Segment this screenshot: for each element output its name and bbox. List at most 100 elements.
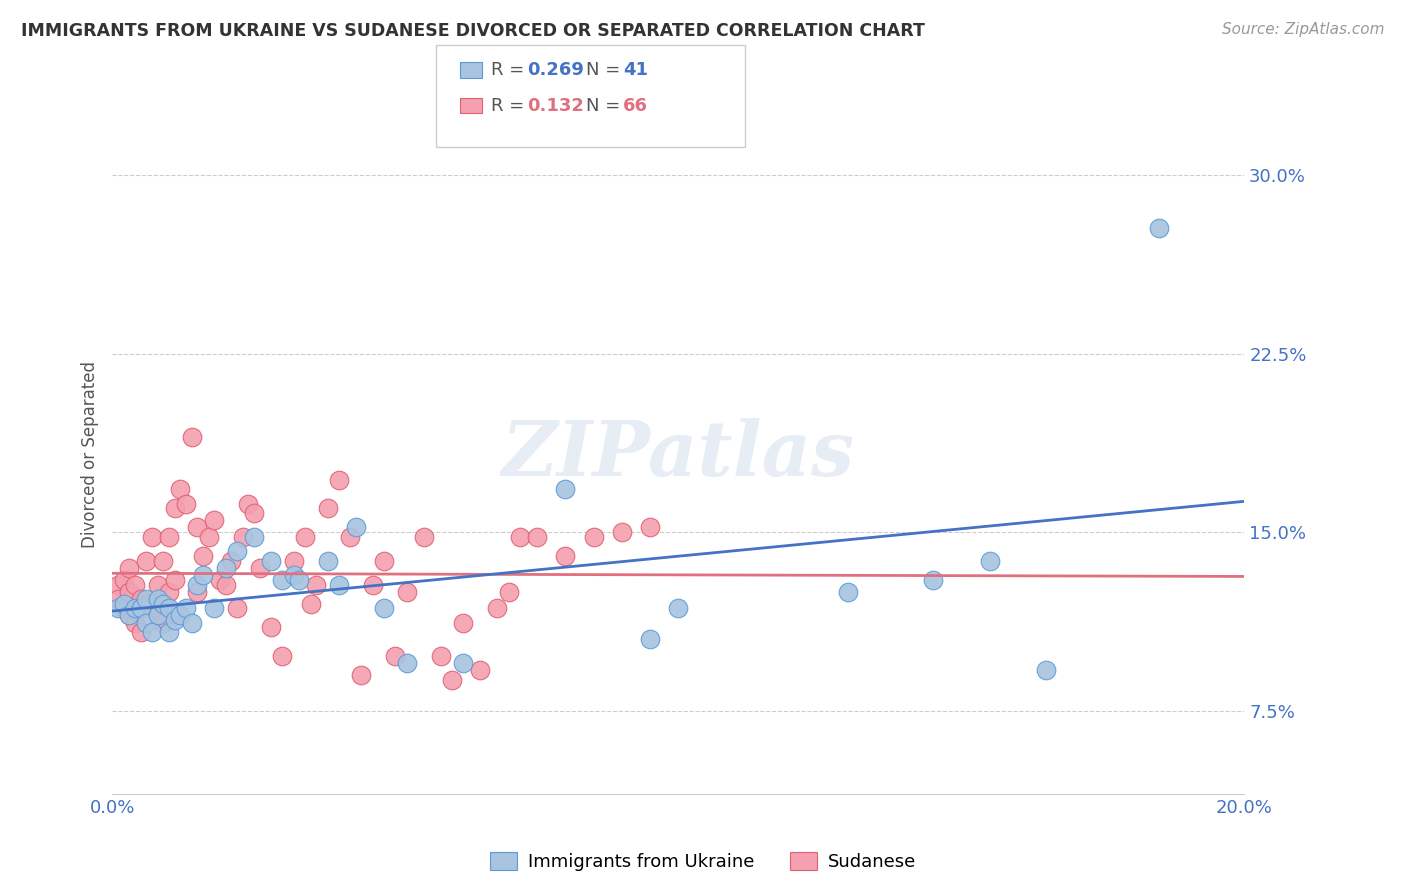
Point — [498, 584, 520, 599]
Point — [328, 473, 350, 487]
Point — [152, 554, 174, 568]
Point — [554, 549, 576, 563]
Point — [112, 573, 135, 587]
Point — [395, 584, 418, 599]
Point — [141, 601, 163, 615]
Point — [157, 625, 180, 640]
Text: 0.269: 0.269 — [527, 62, 583, 79]
Point — [191, 568, 214, 582]
Point — [208, 573, 231, 587]
Point — [202, 513, 225, 527]
Point — [271, 573, 294, 587]
Point — [118, 584, 141, 599]
Point — [112, 597, 135, 611]
Point — [384, 648, 406, 663]
Point — [232, 530, 254, 544]
Point — [238, 497, 260, 511]
Y-axis label: Divorced or Separated: Divorced or Separated — [80, 361, 98, 549]
Point — [163, 573, 186, 587]
Point — [174, 601, 197, 615]
Point — [243, 506, 266, 520]
Point — [344, 520, 367, 534]
Point — [186, 520, 208, 534]
Point — [294, 530, 316, 544]
Point — [135, 554, 157, 568]
Point — [129, 625, 152, 640]
Point — [395, 656, 418, 670]
Point — [221, 554, 243, 568]
Point — [260, 554, 283, 568]
Point — [124, 601, 146, 615]
Point — [152, 615, 174, 630]
Text: N =: N = — [586, 97, 626, 115]
Point — [453, 615, 475, 630]
Point — [107, 591, 129, 606]
Point — [157, 601, 180, 615]
Point — [361, 577, 384, 591]
Text: 41: 41 — [623, 62, 648, 79]
Point — [197, 530, 219, 544]
Point — [610, 525, 633, 540]
Point — [226, 544, 249, 558]
Point — [373, 554, 395, 568]
Point — [283, 568, 305, 582]
Point — [174, 497, 197, 511]
Point — [453, 656, 475, 670]
Point — [1035, 663, 1057, 677]
Point — [214, 561, 236, 575]
Point — [283, 554, 305, 568]
Point — [141, 530, 163, 544]
Point — [157, 530, 180, 544]
Text: R =: R = — [491, 97, 530, 115]
Point — [163, 613, 186, 627]
Point — [429, 648, 451, 663]
Point — [135, 615, 157, 630]
Point — [129, 591, 152, 606]
Point — [169, 608, 191, 623]
Point — [146, 608, 169, 623]
Text: N =: N = — [586, 62, 626, 79]
Point — [526, 530, 548, 544]
Point — [582, 530, 605, 544]
Point — [373, 601, 395, 615]
Point — [638, 632, 661, 647]
Point — [1149, 220, 1171, 235]
Point — [328, 577, 350, 591]
Point — [107, 601, 129, 615]
Point — [124, 615, 146, 630]
Point — [169, 483, 191, 497]
Point — [339, 530, 361, 544]
Text: R =: R = — [491, 62, 530, 79]
Point — [979, 554, 1001, 568]
Text: 66: 66 — [623, 97, 648, 115]
Point — [260, 620, 283, 634]
Point — [180, 430, 202, 444]
Point — [180, 615, 202, 630]
Point — [118, 608, 141, 623]
Point — [316, 501, 339, 516]
Point — [243, 530, 266, 544]
Point — [135, 597, 157, 611]
Text: Source: ZipAtlas.com: Source: ZipAtlas.com — [1222, 22, 1385, 37]
Point — [922, 573, 945, 587]
Point — [146, 577, 169, 591]
Point — [214, 577, 236, 591]
Text: IMMIGRANTS FROM UKRAINE VS SUDANESE DIVORCED OR SEPARATED CORRELATION CHART: IMMIGRANTS FROM UKRAINE VS SUDANESE DIVO… — [21, 22, 925, 40]
Point — [412, 530, 434, 544]
Point — [288, 573, 311, 587]
Point — [118, 608, 141, 623]
Point — [249, 561, 271, 575]
Point — [129, 601, 152, 615]
Point — [124, 577, 146, 591]
Point — [146, 608, 169, 623]
Point — [305, 577, 328, 591]
Point — [141, 625, 163, 640]
Point — [186, 584, 208, 599]
Point — [486, 601, 509, 615]
Point — [112, 601, 135, 615]
Point — [146, 591, 169, 606]
Point — [638, 520, 661, 534]
Point — [554, 483, 576, 497]
Point — [202, 601, 225, 615]
Point — [509, 530, 531, 544]
